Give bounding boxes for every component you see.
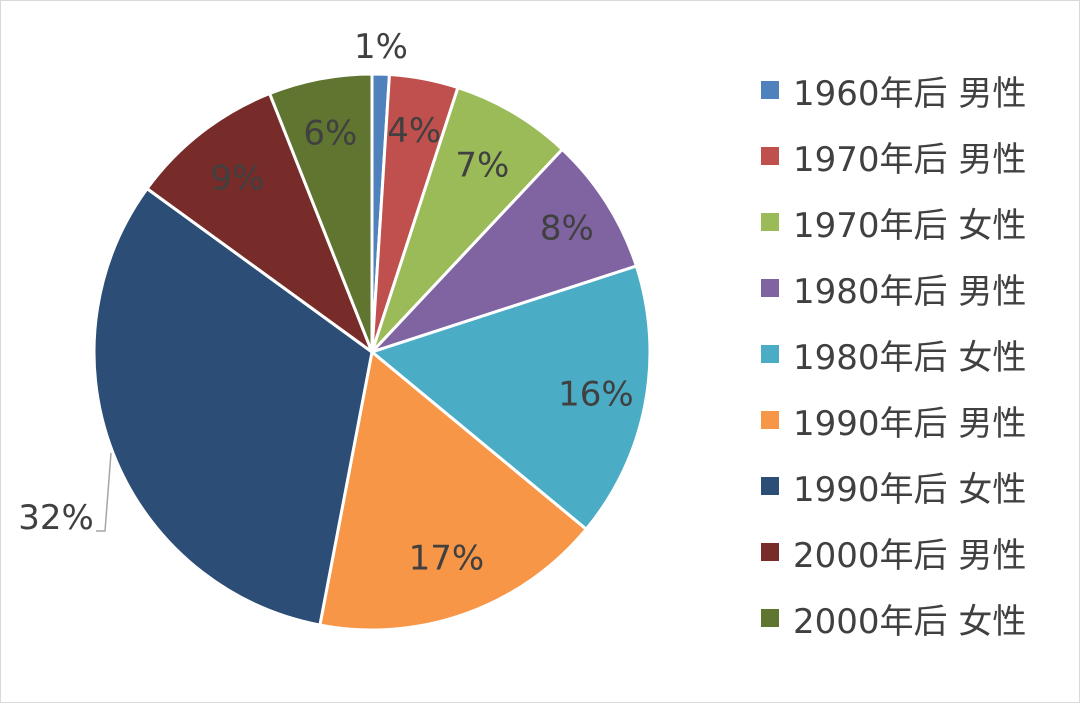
legend-item: 1990年后 男性 <box>761 387 1026 453</box>
legend-swatch <box>761 279 779 297</box>
legend-swatch <box>761 411 779 429</box>
leader-line <box>96 452 112 532</box>
legend-item: 2000年后 男性 <box>761 519 1026 585</box>
legend-item: 1960年后 男性 <box>761 57 1026 123</box>
data-label: 16% <box>558 375 634 415</box>
legend-label: 1980年后 女性 <box>793 337 1027 378</box>
legend-label: 1960年后 男性 <box>793 73 1027 114</box>
legend-item: 1980年后 女性 <box>761 321 1026 387</box>
data-label: 4% <box>387 111 441 151</box>
legend-swatch <box>761 81 779 99</box>
legend-item: 2000年后 女性 <box>761 585 1026 651</box>
legend-label: 2000年后 男性 <box>793 535 1027 576</box>
legend-swatch <box>761 213 779 231</box>
data-label: 1% <box>354 27 408 67</box>
data-label: 7% <box>455 145 509 185</box>
legend-item: 1980年后 男性 <box>761 255 1026 321</box>
legend-swatch <box>761 477 779 495</box>
legend-label: 1980年后 男性 <box>793 271 1027 312</box>
pie-slice-1980年后-女性 <box>370 264 652 531</box>
pie-slice-1990年后-男性 <box>318 350 588 632</box>
legend-label: 1990年后 女性 <box>793 469 1027 510</box>
data-label: 32% <box>18 498 94 538</box>
data-label: 17% <box>409 539 485 579</box>
legend-label: 1990年后 男性 <box>793 403 1027 444</box>
legend-label: 2000年后 女性 <box>793 601 1027 642</box>
data-label: 9% <box>210 159 264 199</box>
legend-swatch <box>761 543 779 561</box>
legend-label: 1970年后 男性 <box>793 139 1027 180</box>
pie-slice-1970年后-女性 <box>370 86 564 354</box>
legend-item: 1990年后 女性 <box>761 453 1026 519</box>
legend-item: 1970年后 男性 <box>761 123 1026 189</box>
pie-slice-1980年后-男性 <box>370 147 638 354</box>
legend-swatch <box>761 147 779 165</box>
legend-label: 1970年后 女性 <box>793 205 1027 246</box>
legend: 1960年后 男性 1970年后 男性 1970年后 女性 1980年后 男性 1980… <box>761 57 1026 651</box>
legend-swatch <box>761 609 779 627</box>
legend-item: 1970年后 女性 <box>761 189 1026 255</box>
legend-swatch <box>761 345 779 363</box>
pie-slice-2000年后-男性 <box>145 92 374 354</box>
data-label: 6% <box>303 114 357 154</box>
pie-slice-1990年后-女性 <box>92 187 374 627</box>
pie-slice-2000年后-女性 <box>268 72 374 354</box>
data-label: 8% <box>540 208 594 248</box>
